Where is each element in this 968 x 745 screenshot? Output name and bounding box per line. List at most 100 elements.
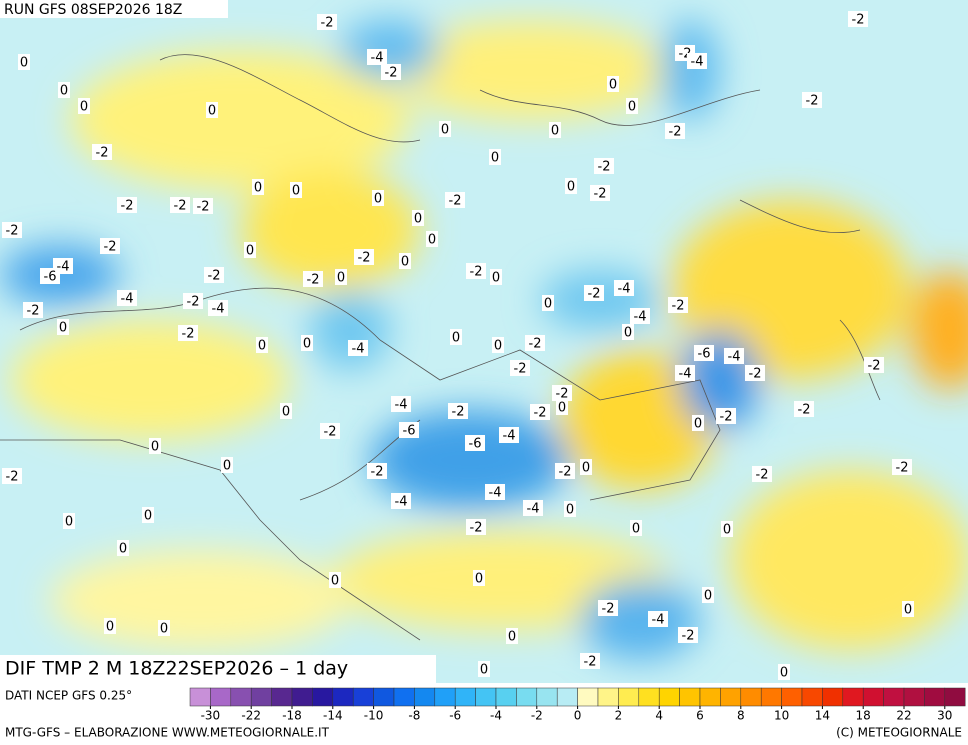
contour-label-box [614, 280, 634, 296]
contour-label-box [221, 457, 233, 473]
contour-label-box [630, 308, 650, 324]
contour-label: -2 [556, 387, 569, 402]
contour-label: -4 [121, 292, 134, 307]
contour-label: -2 [798, 403, 811, 418]
contour-label: 0 [303, 337, 311, 352]
contour-label: -2 [324, 425, 337, 440]
contour-label-box [607, 76, 619, 92]
contour-label: 0 [566, 503, 574, 518]
colorbar-swatch [781, 687, 803, 707]
colorbar-swatch [944, 687, 966, 707]
contour-label-box [252, 179, 264, 195]
contour-label: 0 [80, 100, 88, 115]
colorbar-tick-label: -10 [364, 709, 384, 723]
contour-label: -2 [806, 94, 819, 109]
contour-label-box [721, 521, 733, 537]
contour-label-box [170, 197, 190, 213]
contour-label-box [580, 459, 592, 475]
contour-label: -2 [594, 187, 607, 202]
contour-label: 0 [160, 622, 168, 637]
contour-label: 0 [723, 523, 731, 538]
contour-label-box [473, 570, 485, 586]
contour-label-box [117, 197, 137, 213]
contour-label-box [23, 302, 43, 318]
colorbar-swatch [924, 687, 946, 707]
colorbar-swatch [883, 687, 905, 707]
contour-label: -2 [669, 125, 682, 140]
colorbar-swatch [210, 687, 232, 707]
contour-label-box [665, 123, 685, 139]
contour-label: 0 [20, 56, 28, 71]
colorbar-swatch [699, 687, 721, 707]
contour-label-box [92, 144, 112, 160]
contour-label-box [864, 357, 884, 373]
contour-label-box [256, 337, 268, 353]
contour-label-box [492, 337, 504, 353]
colorbar-swatch [475, 687, 497, 707]
contour-label-box [594, 158, 614, 174]
contour-label-box [668, 297, 688, 313]
contour-label-box [348, 340, 368, 356]
contour-label-box [510, 360, 530, 376]
contour-label-box [448, 403, 468, 419]
footer-right: (C) METEOGIORNALE [836, 726, 962, 740]
colorbar-swatch [556, 687, 578, 707]
contour-label-box [18, 54, 30, 70]
contour-label-box [549, 122, 561, 138]
footer-left: MTG-GFS – ELABORAZIONE WWW.METEOGIORNALE… [5, 726, 330, 740]
colorbar-tick-label: 0 [574, 709, 582, 723]
contour-label-box [692, 415, 704, 431]
contour-label: -2 [602, 602, 615, 617]
contour-label: 0 [208, 104, 216, 119]
contour-label: -2 [27, 304, 40, 319]
contour-label: 0 [632, 522, 640, 537]
contour-label-box [158, 620, 170, 636]
contour-label-box [694, 345, 714, 361]
colorbar-swatch [495, 687, 517, 707]
contour-label-box [523, 500, 543, 516]
colorbar-tick-label: 14 [815, 709, 830, 723]
colorbar-swatch [312, 687, 334, 707]
colorbar-swatch [393, 687, 415, 707]
contour-label: 0 [480, 663, 488, 678]
contour-label-box [450, 329, 462, 345]
contour-label-box [745, 365, 765, 381]
colorbar-swatch [638, 687, 660, 707]
contour-label: -2 [197, 200, 210, 215]
contour-label-box [892, 459, 912, 475]
contour-label-box [204, 267, 224, 283]
title-box [0, 655, 436, 683]
contour-label-box [848, 11, 868, 27]
contour-label: -2 [187, 295, 200, 310]
contour-label-box [303, 271, 323, 287]
contour-label-box [445, 192, 465, 208]
contour-label-box [564, 501, 576, 517]
colorbar-tick-label: -2 [531, 709, 543, 723]
colorbar-tick-label: 18 [856, 709, 871, 723]
contour-label-box [630, 520, 642, 536]
colorbar-tick-label: 22 [896, 709, 911, 723]
contour-label: -2 [868, 359, 881, 374]
colorbar-swatch [760, 687, 782, 707]
contour-label: -2 [121, 199, 134, 214]
contour-label-box [104, 618, 116, 634]
contour-label-box [412, 210, 424, 226]
contour-label: 0 [331, 574, 339, 589]
contour-label-box [489, 149, 501, 165]
contour-label-box [478, 661, 490, 677]
colorbar-tick-label: -18 [282, 709, 302, 723]
contour-label: -2 [6, 224, 19, 239]
contour-label-box [794, 401, 814, 417]
contour-label-box [499, 427, 519, 443]
contour-label: -2 [96, 146, 109, 161]
contour-label: 0 [292, 184, 300, 199]
colorbar-swatch [903, 687, 925, 707]
contour-label: 0 [582, 461, 590, 476]
contour-label-box [381, 64, 401, 80]
colorbar: -30 -22 -18 -14 -10 -8 -6 -4 -2 0 2 4 6 8 10 14 18 22 30 [189, 687, 966, 723]
contour-label-box [702, 587, 714, 603]
contour-label: 0 [144, 509, 152, 524]
colorbar-tick-label: 10 [774, 709, 789, 723]
contour-label: 0 [59, 321, 67, 336]
